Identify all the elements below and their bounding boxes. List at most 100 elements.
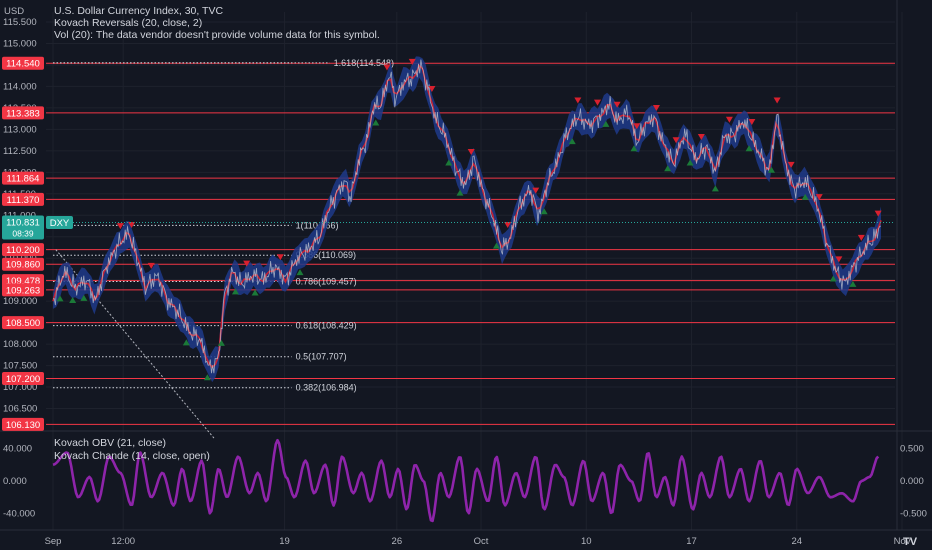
current-price-label-bg bbox=[2, 215, 44, 240]
fib-level-label: 1.618(114.548) bbox=[334, 58, 394, 68]
time-axis-tick-label: Sep bbox=[45, 536, 62, 547]
level-price-label-bg bbox=[2, 192, 44, 206]
y-axis-unit: USD bbox=[4, 6, 25, 17]
sell-signal-marker bbox=[787, 161, 795, 168]
time-axis-tick-label: 26 bbox=[392, 536, 403, 547]
price-axis-tick-label: 109.000 bbox=[3, 296, 37, 307]
buy-signal-marker bbox=[829, 275, 837, 282]
buy-signal-marker bbox=[768, 166, 776, 173]
sell-signal-marker bbox=[467, 149, 475, 156]
sell-signal-marker bbox=[428, 86, 436, 93]
level-price-label: 106.130 bbox=[6, 420, 40, 431]
price-axis-tick-label: 112.500 bbox=[3, 146, 37, 157]
buy-signal-marker bbox=[492, 242, 500, 249]
symbol-title[interactable]: U.S. Dollar Currency Index, 30, TVC bbox=[54, 5, 224, 17]
time-axis-tick-label: Nov bbox=[894, 536, 911, 547]
buy-signal-marker bbox=[711, 185, 719, 192]
oscillator-pane: 40.000 0.000 -40.000 0.500 0.000 -0.500 bbox=[3, 438, 927, 523]
sell-signal-marker bbox=[857, 234, 865, 241]
level-price-label: 110.200 bbox=[6, 245, 40, 256]
sell-signal-marker bbox=[116, 223, 124, 230]
time-axis-tick-label: 17 bbox=[686, 536, 697, 547]
current-price-value: 110.831 bbox=[6, 218, 40, 229]
time-axis-tick-label: Oct bbox=[474, 536, 489, 547]
level-price-label: 107.200 bbox=[6, 374, 40, 385]
current-price-countdown: 08:39 bbox=[12, 229, 34, 239]
level-price-label-bg bbox=[2, 371, 44, 385]
level-price-label-bg bbox=[2, 171, 44, 185]
level-price-label-bg bbox=[2, 257, 44, 271]
level-price-label-bg bbox=[2, 316, 44, 330]
buy-signal-marker bbox=[602, 120, 610, 127]
level-price-label: 114.540 bbox=[6, 59, 40, 70]
oscillator-left-tick: -40.000 bbox=[3, 509, 35, 520]
indicator-legend-chande[interactable]: Kovach Chande (14, close, open) bbox=[54, 450, 210, 462]
time-axis-tick-label: 24 bbox=[791, 536, 802, 547]
fib-level-label: 0.786(109.457) bbox=[296, 277, 357, 287]
oscillator-left-tick: 40.000 bbox=[3, 443, 32, 454]
buy-signal-marker bbox=[745, 145, 753, 152]
fib-level-label: 0.618(108.429) bbox=[296, 321, 357, 331]
sell-signal-marker bbox=[815, 194, 823, 201]
symbol-tag-bg bbox=[46, 216, 73, 230]
buy-signal-marker bbox=[630, 145, 638, 152]
chande-oscillator-line bbox=[52, 438, 880, 523]
reversal-signals bbox=[56, 58, 882, 381]
tradingview-logo[interactable]: TV bbox=[903, 536, 918, 548]
sell-signal-marker bbox=[835, 256, 843, 263]
buy-signal-marker bbox=[686, 159, 694, 166]
fib-level-label: 1(110.766) bbox=[296, 220, 339, 230]
sell-signal-marker bbox=[383, 64, 391, 71]
indicator-legend-obv[interactable]: Kovach OBV (21, close) bbox=[54, 437, 167, 449]
price-axis-tick-label: 115.500 bbox=[3, 17, 37, 28]
indicator-legend-volume[interactable]: Vol (20): The data vendor doesn't provid… bbox=[54, 29, 380, 41]
oscillator-left-tick: 0.000 bbox=[3, 476, 27, 487]
fibonacci-retracement: 1.618(114.548) 1(110.766) 0.886(110.069) 0.… bbox=[53, 58, 394, 439]
time-axis-tick-label: 19 bbox=[279, 536, 290, 547]
sell-signal-marker bbox=[147, 262, 155, 269]
sell-signal-marker bbox=[652, 105, 660, 111]
level-price-label: 108.500 bbox=[6, 318, 40, 329]
buy-signal-marker bbox=[568, 138, 576, 145]
buy-signal-marker bbox=[56, 295, 64, 302]
level-price-label: 113.383 bbox=[6, 108, 40, 119]
buy-signal-marker bbox=[372, 119, 380, 126]
buy-signal-marker bbox=[801, 193, 809, 200]
sell-signal-marker bbox=[672, 137, 680, 144]
sell-signal-marker bbox=[613, 101, 621, 108]
level-price-label-bg bbox=[2, 283, 44, 297]
price-axis-tick-label: 114.000 bbox=[3, 81, 37, 92]
level-price-label-bg bbox=[2, 243, 44, 257]
sell-signal-marker bbox=[773, 97, 781, 104]
sell-signal-marker bbox=[408, 58, 416, 65]
price-line bbox=[52, 59, 882, 374]
oscillator-right-tick: 0.000 bbox=[900, 476, 924, 487]
level-price-label-bg bbox=[2, 417, 44, 431]
sell-signal-marker bbox=[633, 123, 641, 130]
indicator-legend-reversals[interactable]: Kovach Reversals (20, close, 2) bbox=[54, 17, 203, 29]
buy-signal-marker bbox=[231, 288, 239, 295]
symbol-tag: DXY bbox=[50, 218, 70, 229]
sell-signal-marker bbox=[532, 187, 540, 194]
price-axis-tick-label: 113.000 bbox=[3, 124, 37, 135]
buy-signal-marker bbox=[80, 294, 88, 301]
buy-signal-marker bbox=[296, 269, 304, 276]
sell-signal-marker bbox=[574, 97, 582, 104]
price-axis-tick-label: 108.000 bbox=[3, 339, 37, 350]
level-labels: 114.540 113.383 111.864 111.370 110.200 109.8… bbox=[2, 56, 895, 431]
time-axis: Sep 12:00 19 26 Oct 10 17 24 Nov bbox=[0, 529, 932, 547]
fib-level-label: 0.5(107.707) bbox=[296, 352, 347, 362]
buy-signal-marker bbox=[445, 159, 453, 166]
buy-signal-marker bbox=[456, 189, 464, 196]
time-axis-tick-label: 10 bbox=[581, 536, 592, 547]
fib-level-label: 0.886(110.069) bbox=[296, 250, 356, 260]
sell-signal-marker bbox=[128, 222, 136, 229]
price-axis-tick-label: 107.000 bbox=[3, 382, 37, 393]
kovach-band bbox=[52, 56, 882, 383]
oscillator-right-tick: 0.500 bbox=[900, 443, 924, 454]
buy-signal-marker bbox=[540, 208, 548, 215]
level-price-label: 109.263 bbox=[6, 285, 40, 296]
level-price-label: 109.860 bbox=[6, 260, 40, 271]
